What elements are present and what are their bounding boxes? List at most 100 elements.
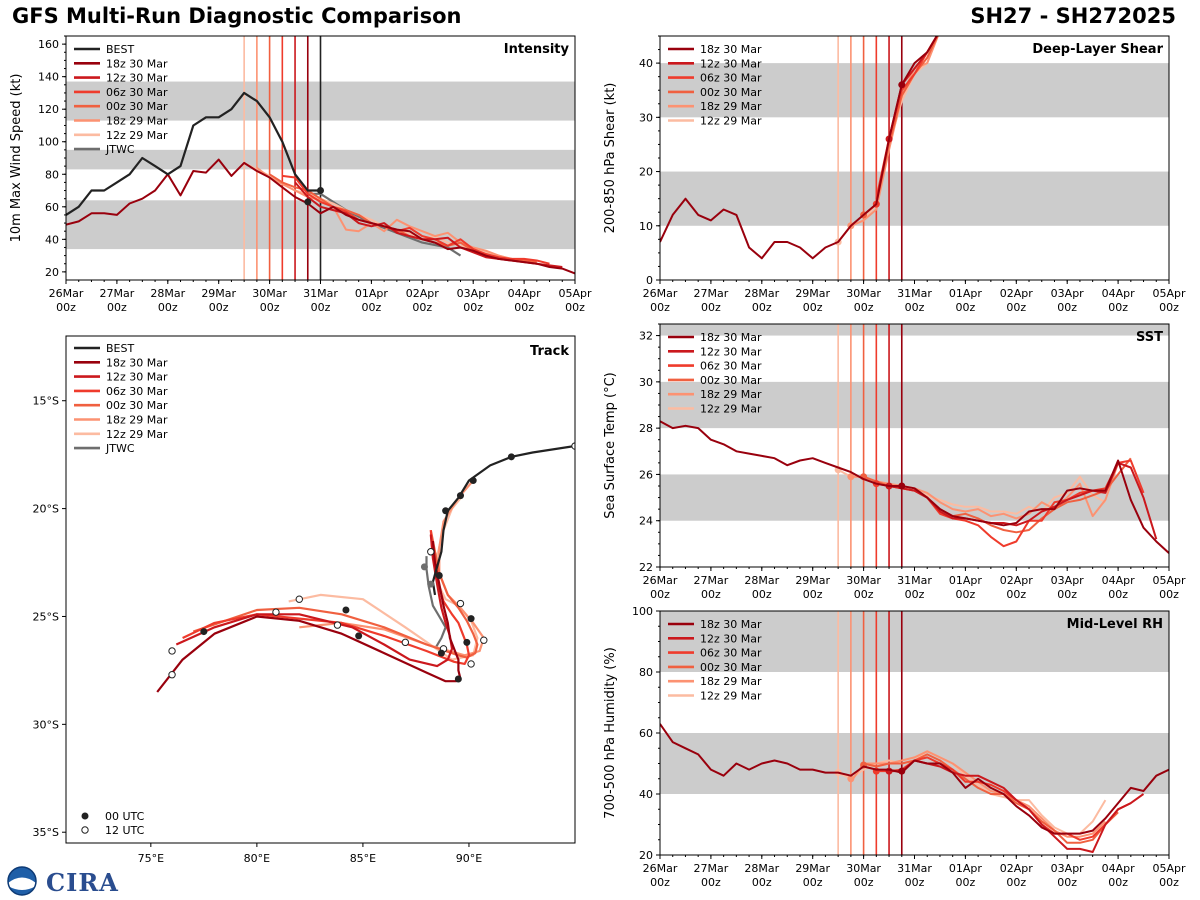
x-tick-label: 30Mar [846, 574, 881, 587]
y-tick-label: 30 [639, 111, 653, 124]
track-line [192, 529, 479, 659]
legend-label: 00z 30 Mar [700, 661, 762, 674]
track-point-00utc [342, 606, 350, 614]
y-tick-label: 160 [38, 38, 59, 51]
x-tick-label: 00z [1006, 876, 1026, 889]
x-tick-label: 00z [752, 876, 772, 889]
x-tick-label: 00z [1006, 301, 1026, 314]
series-line [66, 158, 575, 275]
y-tick-label: 100 [632, 605, 653, 618]
track-point-12utc [480, 636, 488, 644]
series-line [876, 756, 1132, 841]
y-tick-label: 0 [646, 274, 653, 287]
track-point-00utc [463, 638, 471, 646]
legend-label: 12 UTC [105, 824, 145, 837]
x-tick-label: 00z [514, 301, 534, 314]
x-tick-label: 00z [311, 301, 331, 314]
y-tick-label: 60 [45, 201, 59, 214]
x-tick-label: 00z [752, 588, 772, 601]
storm-id: SH27 - SH272025 [970, 4, 1176, 28]
x-tick-label: 00z [1108, 876, 1128, 889]
series-marker [847, 473, 855, 481]
legend-label: 00 UTC [105, 810, 145, 823]
legend-label: 12z 29 Mar [106, 129, 168, 142]
panel-title: Deep-Layer Shear [1032, 42, 1163, 57]
legend-label: 12z 30 Mar [700, 57, 762, 70]
y-axis-label: 10m Max Wind Speed (kt) [9, 74, 24, 243]
legend-label: 06z 30 Mar [700, 72, 762, 85]
x-tick-label: 00z [1108, 301, 1128, 314]
track-point-12utc [456, 599, 465, 608]
x-tick-label: 00z [650, 876, 670, 889]
x-tick-label: 28Mar [150, 287, 185, 300]
y-tick-label: 80 [639, 666, 653, 679]
legend-label: JTWC [105, 143, 135, 156]
x-tick-label: 05Apr [1152, 574, 1186, 587]
y-tick-label: 24 [639, 515, 653, 528]
y-tick-label: 30°S [33, 718, 59, 731]
y-tick-label: 60 [639, 727, 653, 740]
x-tick-label: 02Apr [1000, 574, 1034, 587]
x-tick-label: 03Apr [457, 287, 491, 300]
y-tick-label: 40 [639, 57, 653, 70]
x-tick-label: 26Mar [49, 287, 84, 300]
panel-rh: 2040608010026Mar00z27Mar00z28Mar00z29Mar… [603, 605, 1186, 889]
track-point-12utc [333, 621, 342, 629]
x-tick-label: 05Apr [1152, 862, 1186, 875]
track-point-00utc [435, 571, 443, 579]
legend-label: 12z 29 Mar [700, 403, 762, 416]
y-tick-label: 20 [639, 166, 653, 179]
series-line [863, 753, 1119, 844]
x-tick-label: 00z [854, 876, 874, 889]
legend-label: JTWC [105, 442, 135, 455]
legend-label: 00z 30 Mar [106, 399, 168, 412]
y-tick-label: 80 [45, 168, 59, 181]
x-tick-label: 29Mar [201, 287, 236, 300]
plot-area [66, 36, 575, 280]
legend-label: 06z 30 Mar [700, 647, 762, 660]
series-marker [898, 81, 906, 89]
threshold-band [660, 611, 1169, 672]
series-marker [898, 482, 906, 490]
cira-logo-text: CIRA [46, 868, 119, 897]
track-point-12utc [401, 638, 410, 647]
x-tick-label: 01Apr [355, 287, 389, 300]
y-tick-label: 20 [639, 849, 653, 862]
x-tick-label: 01Apr [949, 862, 983, 875]
x-tick-label: 00z [854, 301, 874, 314]
x-tick-label: 00z [412, 301, 432, 314]
x-tick-label: 00z [1108, 588, 1128, 601]
x-tick-label: 02Apr [1000, 862, 1034, 875]
legend-marker-filled [81, 812, 89, 820]
track-point-00utc [355, 632, 363, 640]
track-point-12utc [427, 548, 435, 556]
panel-title: Track [530, 344, 569, 359]
y-tick-label: 120 [38, 103, 59, 116]
x-tick-label: 85°E [350, 852, 376, 865]
x-tick-label: 80°E [244, 852, 270, 865]
series-line [850, 462, 1120, 520]
legend-label: 06z 30 Mar [106, 385, 168, 398]
x-tick-label: 00z [362, 301, 382, 314]
x-tick-label: 27Mar [100, 287, 135, 300]
plot-area [156, 442, 575, 693]
series-marker [304, 198, 312, 206]
panel-sst: 22242628303226Mar00z27Mar00z28Mar00z29Ma… [603, 323, 1186, 601]
x-tick-label: 05Apr [1152, 287, 1186, 300]
x-tick-label: 01Apr [949, 287, 983, 300]
x-tick-label: 04Apr [508, 287, 542, 300]
x-tick-label: 27Mar [694, 574, 729, 587]
x-tick-label: 05Apr [558, 287, 592, 300]
y-tick-label: 30 [639, 376, 653, 389]
panel-shear: 01020304026Mar00z27Mar00z28Mar00z29Mar00… [603, 35, 1186, 314]
legend-label: 00z 30 Mar [700, 374, 762, 387]
y-tick-label: 35°S [33, 826, 59, 839]
legend-label: 18z 29 Mar [700, 100, 762, 113]
x-tick-label: 26Mar [643, 287, 678, 300]
track-point-00utc [454, 675, 462, 683]
x-tick-label: 27Mar [694, 287, 729, 300]
panel-track: 75°E 80°E 85°E 90°E 15°S 20°S 25°S 30°S 35°S Trac… [33, 335, 576, 865]
threshold-band [660, 324, 1169, 336]
y-tick-label: 40 [45, 233, 59, 246]
